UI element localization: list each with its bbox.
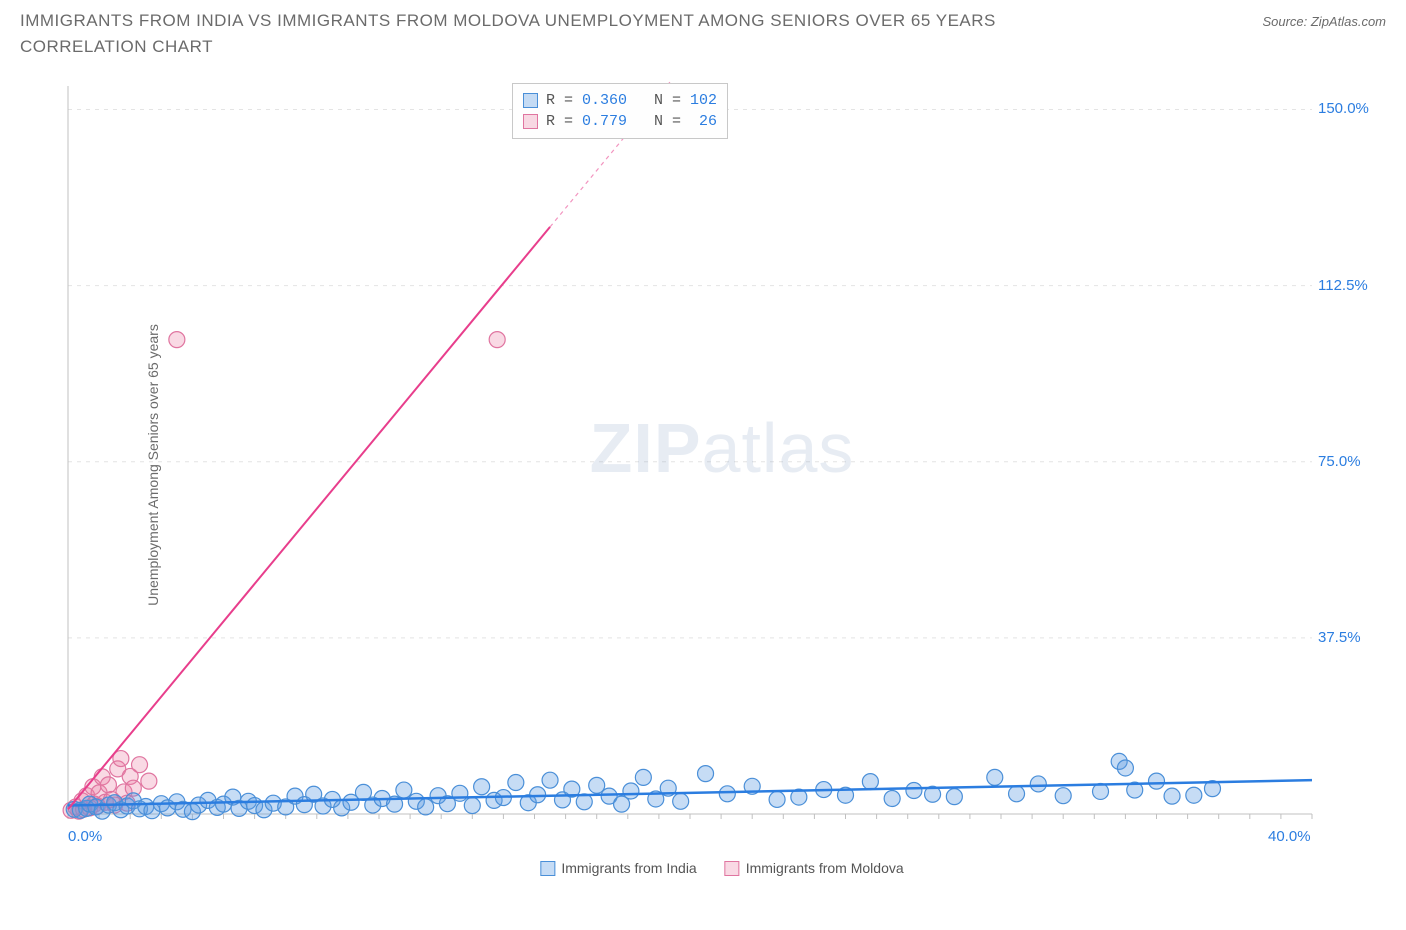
legend-swatch <box>725 861 740 876</box>
legend-item: Immigrants from Moldova <box>725 860 904 876</box>
correlation-text: R = 0.779 N = 26 <box>546 111 717 132</box>
y-tick-label: 112.5% <box>1318 277 1368 294</box>
correlation-legend: R = 0.360 N = 102R = 0.779 N = 26 <box>512 83 728 139</box>
y-tick-label: 37.5% <box>1318 629 1361 646</box>
y-tick-label: 75.0% <box>1318 453 1361 470</box>
source-attribution: Source: ZipAtlas.com <box>1262 8 1386 29</box>
chart-title: IMMIGRANTS FROM INDIA VS IMMIGRANTS FROM… <box>20 8 1120 59</box>
x-tick-label: 40.0% <box>1268 828 1311 845</box>
legend-swatch <box>523 114 538 129</box>
series-legend: Immigrants from India Immigrants from Mol… <box>540 860 903 876</box>
legend-label: Immigrants from India <box>561 860 696 876</box>
legend-label: Immigrants from Moldova <box>746 860 904 876</box>
legend-swatch <box>540 861 555 876</box>
correlation-text: R = 0.360 N = 102 <box>546 90 717 111</box>
scatter-svg <box>62 80 1362 850</box>
correlation-row: R = 0.360 N = 102 <box>523 90 717 111</box>
x-tick-label: 0.0% <box>68 828 102 845</box>
legend-swatch <box>523 93 538 108</box>
legend-item: Immigrants from India <box>540 860 696 876</box>
correlation-row: R = 0.779 N = 26 <box>523 111 717 132</box>
plot-area: ZIPatlas R = 0.360 N = 102R = 0.779 N = … <box>62 80 1382 880</box>
y-tick-label: 150.0% <box>1318 100 1369 117</box>
